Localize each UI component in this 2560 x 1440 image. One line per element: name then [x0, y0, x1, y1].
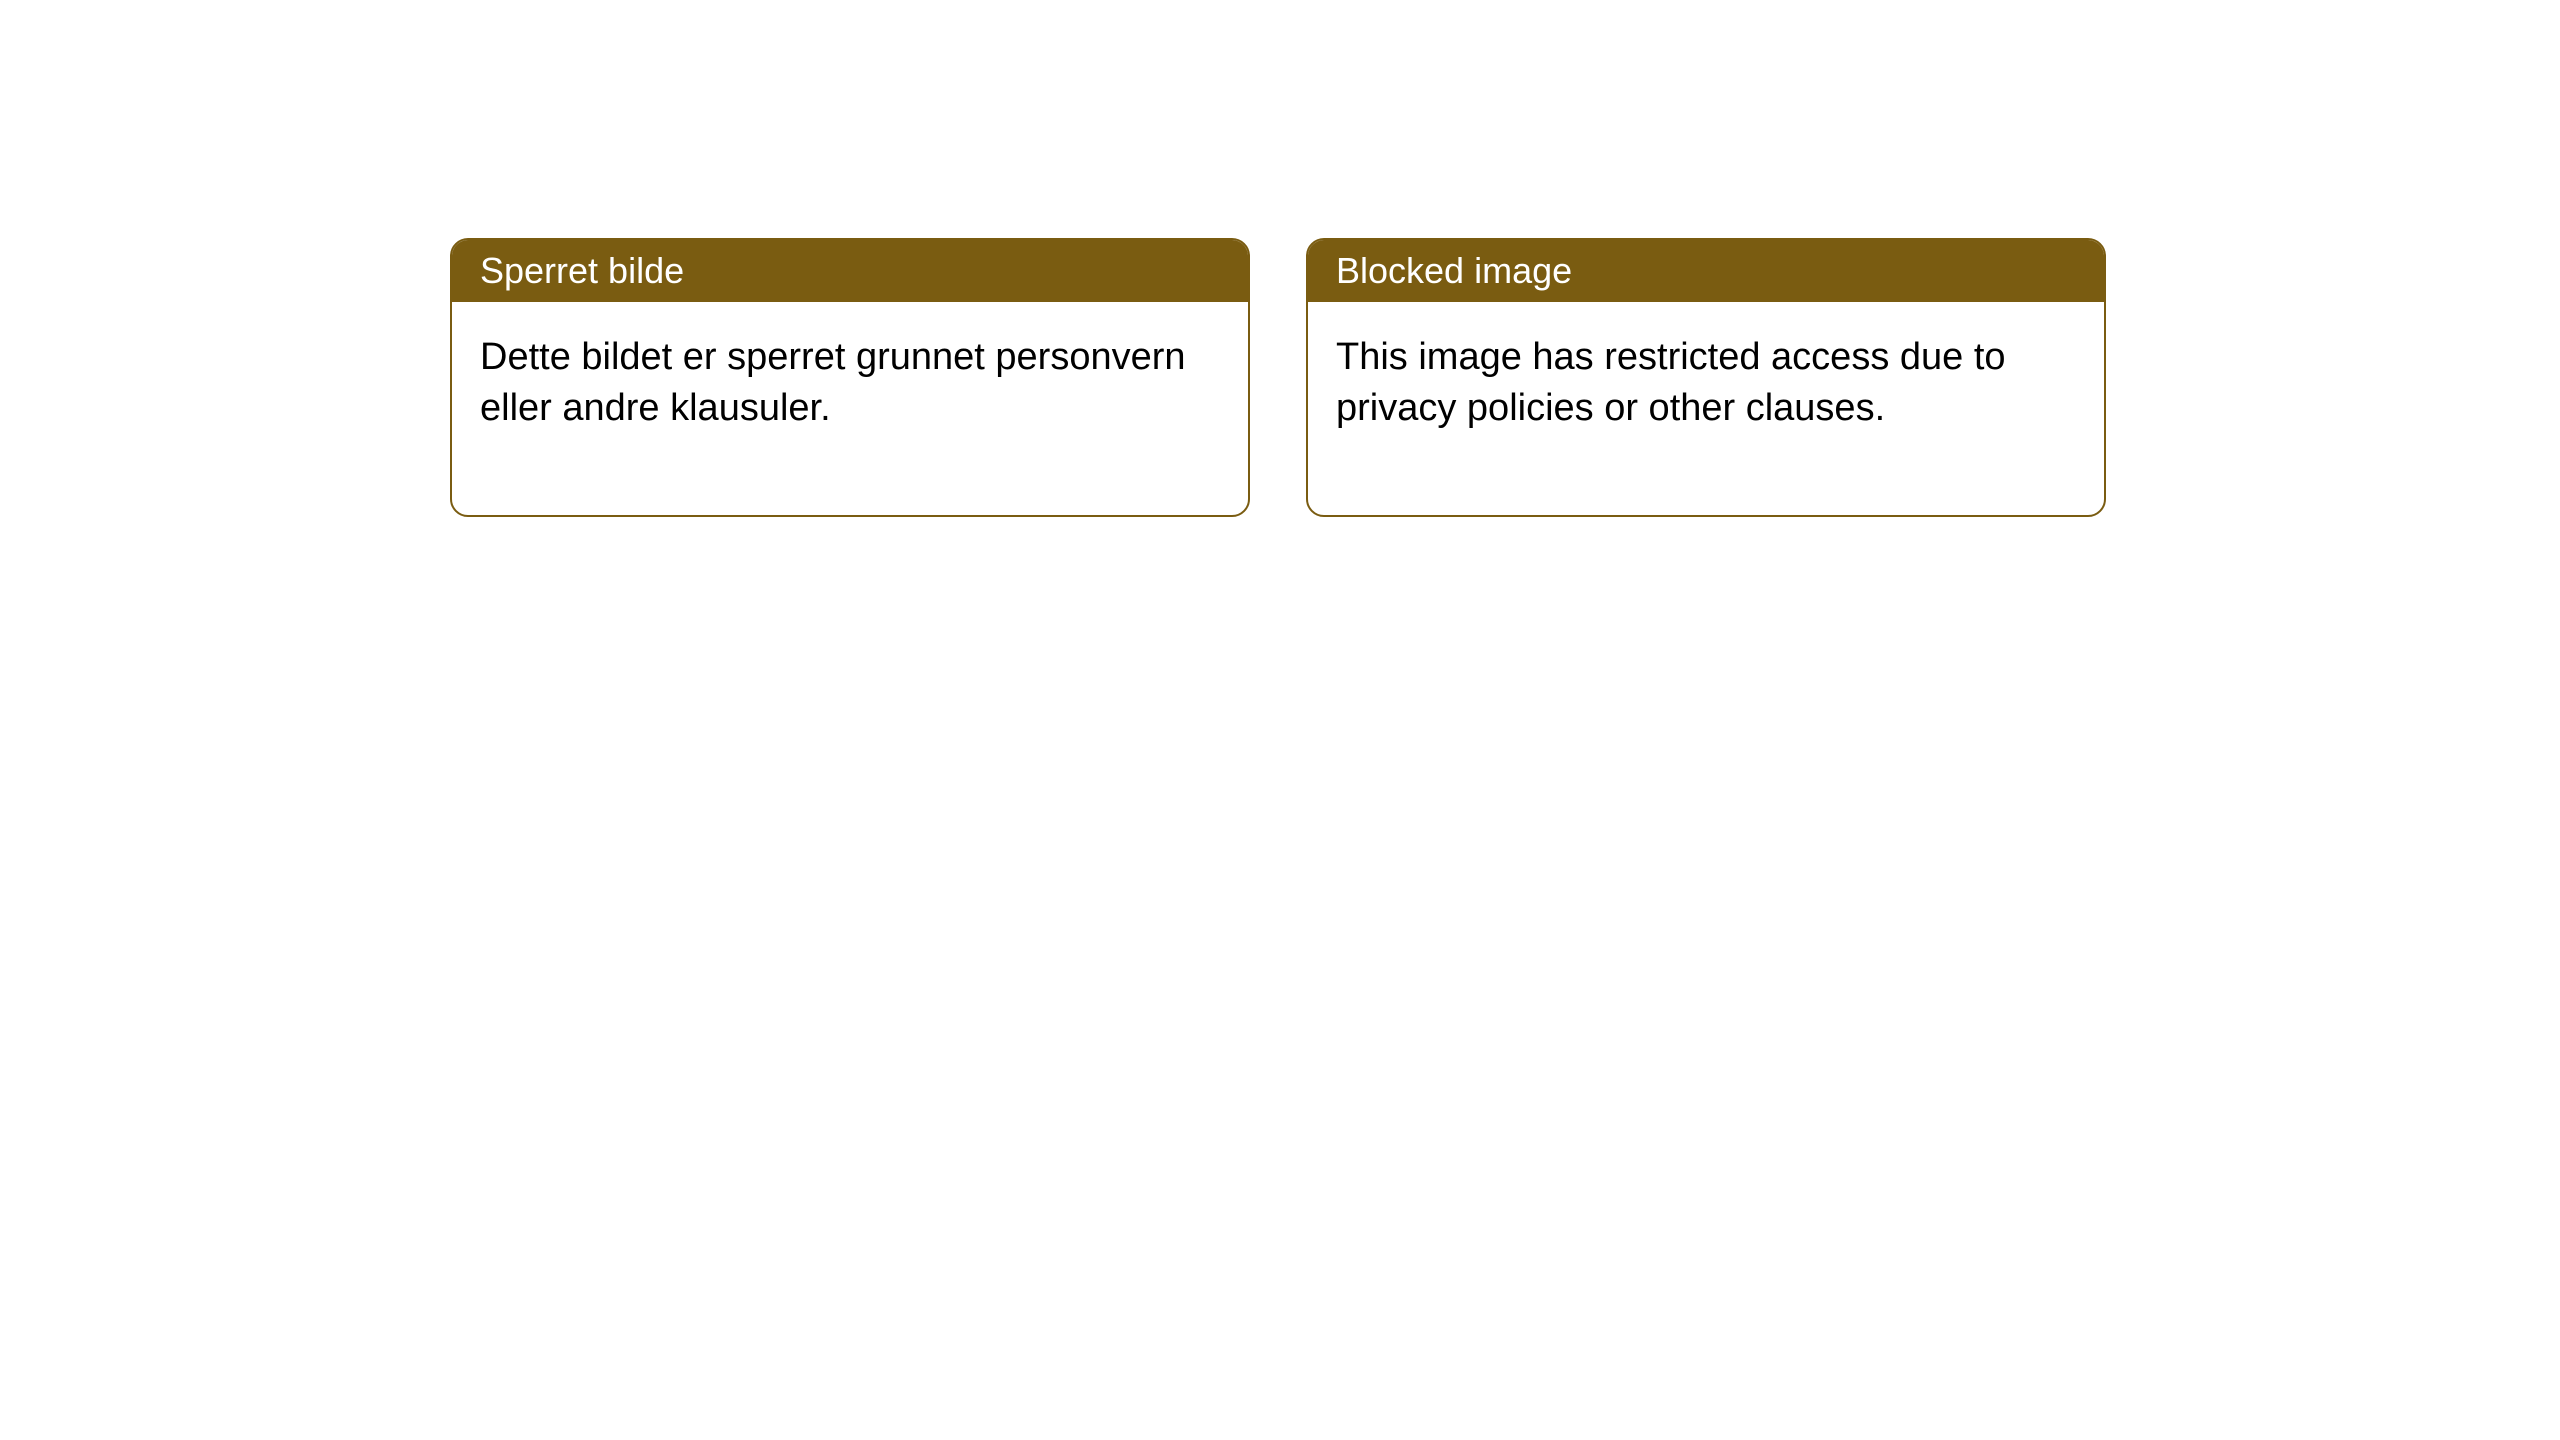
- notice-body-english: This image has restricted access due to …: [1308, 302, 2104, 515]
- notice-card-english: Blocked image This image has restricted …: [1306, 238, 2106, 517]
- notice-title-norwegian: Sperret bilde: [452, 240, 1248, 302]
- notice-container: Sperret bilde Dette bildet er sperret gr…: [450, 238, 2106, 517]
- notice-body-norwegian: Dette bildet er sperret grunnet personve…: [452, 302, 1248, 515]
- notice-card-norwegian: Sperret bilde Dette bildet er sperret gr…: [450, 238, 1250, 517]
- notice-title-english: Blocked image: [1308, 240, 2104, 302]
